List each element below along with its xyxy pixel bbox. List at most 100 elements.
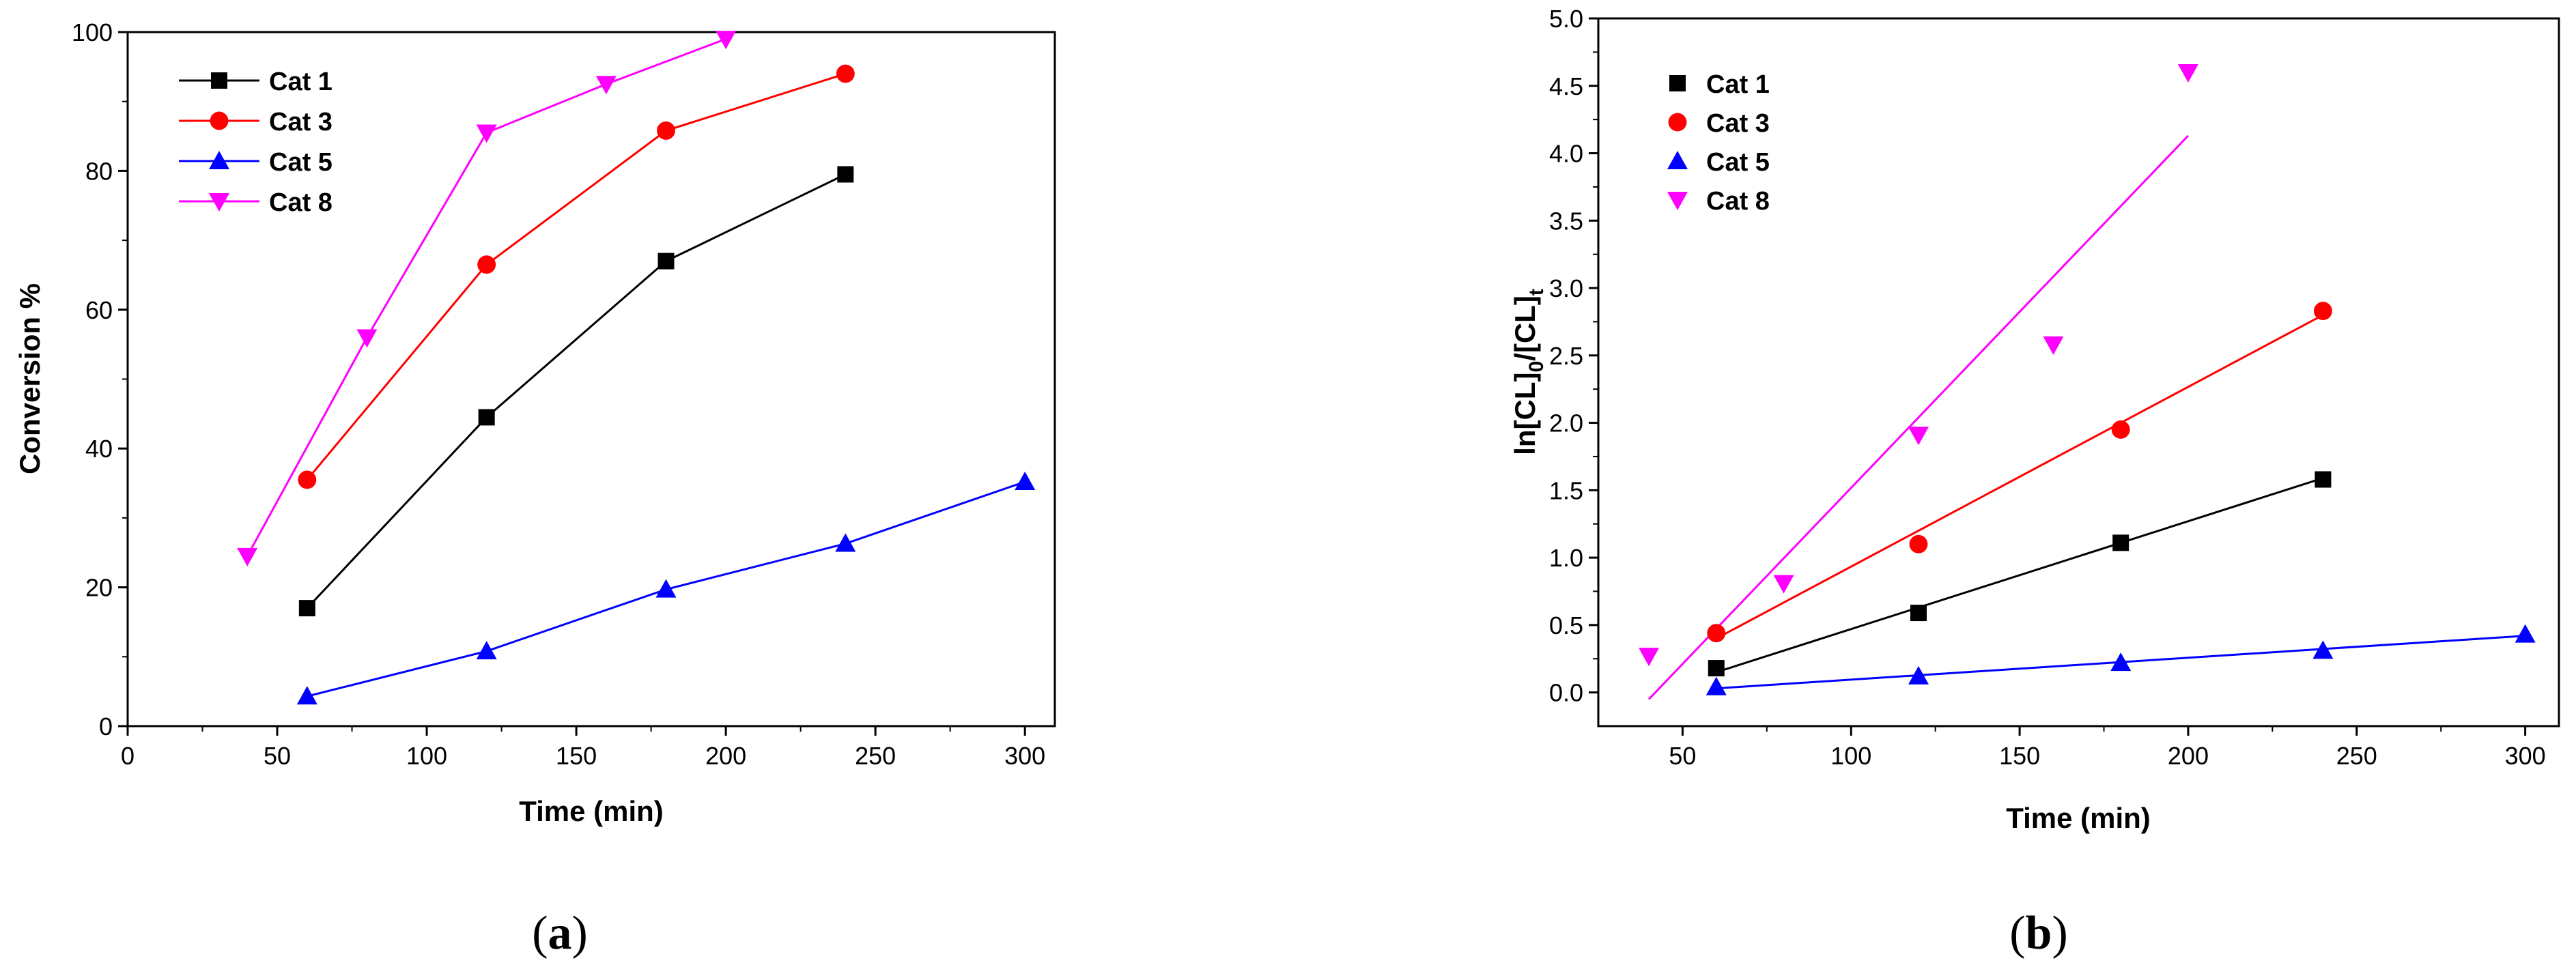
y-tick-label: 40 [85, 435, 113, 463]
series-lines-a [246, 38, 1025, 697]
chart-b: 50 100 150 200 250 300 0.0 0.5 1.0 1.5 2.0 2.5 3.0 3.… [1509, 5, 2560, 960]
data-point-cat-8 [1639, 648, 1660, 667]
series-line-cat-3 [306, 72, 846, 480]
y-title-b-sub2: t [1525, 289, 1548, 296]
x-tick-label: 100 [1830, 742, 1871, 770]
data-point-cat-8 [2177, 64, 2198, 83]
x-tick-label: 300 [1004, 742, 1045, 770]
x-tick-label: 250 [855, 742, 896, 770]
data-point-cat-3 [477, 255, 496, 274]
x-tick-label: 50 [264, 742, 291, 770]
x-tick-label: 0 [121, 742, 135, 770]
y-axis-title-b: ln[CL]0/[CL]t [1509, 289, 1548, 455]
data-point-cat-1 [1708, 660, 1725, 677]
data-point-cat-8 [2043, 336, 2064, 356]
y-tick-label: 100 [72, 18, 113, 46]
x-tick-label: 200 [2168, 742, 2209, 770]
data-point-cat-1 [657, 253, 675, 270]
data-point-cat-5 [296, 686, 317, 705]
legend-marker-cat-5 [1667, 151, 1688, 169]
y-tick-label: 0.0 [1549, 679, 1583, 707]
data-point-cat-5 [1015, 472, 1036, 491]
x-axis-title-b: Time (min) [2006, 802, 2151, 834]
y-tick-label: 0 [99, 712, 113, 740]
data-point-cat-5 [2110, 652, 2132, 672]
x-tick-label: 100 [406, 742, 447, 770]
legend-marker-cat-3 [1668, 113, 1687, 132]
legend-label-cat-8: Cat 8 [1706, 187, 1770, 216]
legend-label-cat-3: Cat 3 [269, 108, 332, 136]
x-tick-label: 300 [2505, 742, 2546, 770]
data-point-cat-1 [2315, 471, 2332, 488]
panel-letter-b: b [2026, 907, 2052, 960]
y-tick-label: 3.5 [1549, 207, 1583, 235]
legend-label-cat-1: Cat 1 [269, 68, 332, 96]
panel-label-a: (a) [532, 907, 588, 960]
y-tick-label: 0.5 [1549, 611, 1583, 639]
fit-line-cat-8 [1647, 134, 2190, 700]
fit-line-cat-1 [1716, 477, 2323, 674]
legend-label-cat-5: Cat 5 [269, 148, 332, 177]
legend-marker-cat-8 [1667, 192, 1688, 210]
data-point-cat-3 [2111, 420, 2130, 439]
legend-a: Cat 1 Cat 3 Cat 5 Cat 8 [179, 68, 332, 217]
y-tick-label: 2.0 [1549, 409, 1583, 437]
y-tick-label: 5.0 [1549, 5, 1583, 33]
legend-marker-cat-8 [209, 193, 229, 212]
legend-label-cat-8: Cat 8 [269, 188, 332, 217]
y-tick-label: 2.5 [1549, 342, 1583, 370]
data-point-cat-3 [836, 64, 855, 83]
data-point-cat-1 [837, 166, 854, 183]
data-point-cat-8 [1773, 575, 1794, 594]
data-point-cat-5 [1705, 676, 1727, 695]
y-axis-title-a: Conversion % [14, 283, 46, 474]
panel-label-b: (b) [2009, 907, 2068, 960]
data-point-cat-8 [237, 547, 258, 566]
legend-label-cat-5: Cat 5 [1706, 148, 1770, 177]
y-tick-label: 4.5 [1549, 72, 1583, 100]
data-point-cat-5 [476, 641, 497, 660]
legend-marker-cat-5 [209, 151, 229, 169]
data-point-cat-5 [1908, 665, 1929, 685]
data-point-cat-1 [1910, 605, 1927, 622]
legend-label-cat-1: Cat 1 [1706, 70, 1770, 99]
y-tick-label: 1.0 [1549, 544, 1583, 572]
panel-letter-a: a [548, 907, 572, 960]
legend-marker-cat-1 [211, 72, 227, 89]
legend-marker-cat-3 [210, 111, 229, 130]
data-point-cat-8 [356, 329, 378, 348]
axis-ticks-b: 50 100 150 200 250 300 0.0 0.5 1.0 1.5 2.0 2.5 3.0 3.… [1549, 5, 2546, 770]
plot-frame-a [126, 31, 1056, 728]
data-point-cat-1 [478, 409, 495, 426]
data-point-cat-8 [595, 76, 617, 95]
series-markers-b [1639, 64, 2536, 695]
series-line-cat-1 [306, 173, 847, 609]
y-tick-label: 1.5 [1549, 476, 1583, 504]
x-tick-label: 150 [1999, 742, 2040, 770]
y-tick-label: 20 [85, 574, 113, 602]
y-title-b-sub1: 0 [1525, 361, 1548, 373]
data-point-cat-5 [655, 579, 677, 598]
fit-lines-b [1647, 134, 2525, 700]
x-tick-label: 200 [705, 742, 746, 770]
y-title-b-part1: ln[CL] [1509, 373, 1541, 455]
data-point-cat-8 [716, 31, 737, 50]
x-axis-title-a: Time (min) [519, 795, 664, 827]
data-point-cat-3 [298, 470, 317, 489]
x-tick-label: 50 [1669, 742, 1696, 770]
plot-frame-b [1597, 17, 2560, 728]
data-point-cat-3 [657, 121, 675, 140]
series-markers-a [237, 31, 1036, 705]
data-point-cat-8 [1908, 427, 1929, 446]
y-tick-label: 80 [85, 157, 113, 185]
data-point-cat-3 [2313, 302, 2332, 321]
data-point-cat-5 [2312, 640, 2334, 659]
y-tick-label: 60 [85, 296, 113, 324]
data-point-cat-3 [1909, 534, 1928, 553]
fit-line-cat-3 [1716, 314, 2324, 639]
data-point-cat-3 [1707, 624, 1726, 643]
legend-marker-cat-1 [1669, 75, 1686, 91]
x-tick-label: 150 [556, 742, 597, 770]
